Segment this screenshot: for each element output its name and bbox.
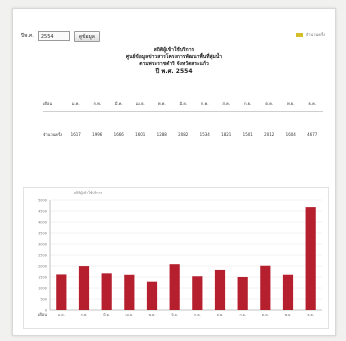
bar	[124, 274, 135, 310]
bar	[101, 273, 112, 310]
x-tick-label: พ.ย.	[285, 313, 292, 317]
table-header-cell: ธ.ค.	[301, 95, 323, 112]
table-cell: 1617	[70, 131, 81, 137]
y-tick-label: 4500	[38, 210, 47, 214]
y-tick-label: 2000	[38, 265, 47, 269]
bar	[214, 269, 226, 310]
table-header-cell: เม.ย.	[129, 95, 151, 112]
chart-caption: สถิติผู้เข้าใช้บริการ	[74, 191, 103, 195]
bar	[282, 274, 294, 310]
y-tick-label: 4000	[38, 221, 47, 225]
year-heading: ปี พ.ศ. 2554	[155, 68, 193, 75]
x-tick-label: ก.ย.	[239, 313, 245, 317]
x-tick-label: มิ.ย.	[171, 313, 178, 317]
x-tick-label: เม.ย.	[125, 313, 133, 317]
table-cell: 1534	[199, 131, 210, 137]
bar	[146, 281, 158, 310]
x-tick-label: มี.ค.	[103, 312, 110, 317]
table-header-cell: ม.ค.	[65, 95, 87, 112]
table-cell: 1601	[135, 131, 146, 137]
table-cell: 1821	[221, 131, 232, 137]
monthly-stats-table: เดือน ม.ค. ก.พ. มี.ค. เม.ย. พ.ค. มิ.ย. ก…	[43, 95, 323, 156]
y-tick-label: 500	[40, 298, 47, 302]
table-header-cell: พ.ย.	[280, 95, 302, 112]
table-header-cell: ต.ค.	[258, 95, 280, 112]
table-cell: 2012	[264, 131, 275, 137]
x-tick-label: ธ.ค.	[307, 313, 314, 317]
table-header-cell: ก.พ.	[86, 95, 108, 112]
bar	[192, 276, 203, 310]
x-tick-label: ต.ค.	[262, 313, 269, 317]
table-cell: 4677	[307, 131, 318, 137]
bar	[260, 265, 271, 310]
y-tick-label: 1000	[38, 287, 47, 291]
table-row: จำนวนครั้ง 1617 1996 1666 1601 1288 2082…	[43, 112, 323, 157]
bar	[56, 274, 67, 310]
table-cell: 2082	[178, 131, 189, 137]
table-header-cell: พ.ค.	[151, 95, 173, 112]
title-line-1: สถิติผู้เข้าใช้บริการ	[153, 47, 195, 53]
table-header-label: เดือน	[43, 95, 65, 112]
y-tick-label: 5000	[38, 199, 47, 203]
report-panel: ปีพ.ศ. 2554 ดูข้อมูล จำนวนครั้ง สถิติผู้…	[12, 8, 336, 336]
x-tick-label: ม.ค.	[58, 313, 65, 317]
x-tick-label: ก.พ.	[81, 313, 88, 317]
table-header-cell: ก.ย.	[237, 95, 259, 112]
year-select[interactable]: 2554	[37, 31, 70, 41]
y-tick-label: 2500	[38, 254, 47, 258]
table-header-row: เดือน ม.ค. ก.พ. มี.ค. เม.ย. พ.ค. มิ.ย. ก…	[43, 95, 323, 112]
report-title: สถิติผู้เข้าใช้บริการ ศูนย์ข้อมูลข่าวสาร…	[13, 47, 335, 76]
year-filter-label: ปีพ.ศ.	[21, 33, 34, 39]
title-line-3: ตามพระราชดำริ จังหวัดสระแก้ว	[139, 61, 209, 67]
table-cell: 1996	[92, 131, 103, 137]
table-cell: 1604	[285, 131, 296, 137]
x-axis-label: เดือน	[38, 312, 47, 317]
table-cell: 1501	[242, 131, 253, 137]
legend-swatch	[295, 32, 303, 37]
x-tick-label: ก.ค.	[194, 313, 201, 317]
year-filter: ปีพ.ศ. 2554 ดูข้อมูล	[21, 29, 100, 43]
x-tick-label: พ.ค.	[149, 313, 156, 317]
y-tick-label: 0	[45, 309, 47, 313]
y-tick-label: 3000	[38, 243, 47, 247]
legend-label: จำนวนครั้ง	[305, 32, 325, 37]
title-line-2: ศูนย์ข้อมูลข่าวสารโครงการพัฒนาพื้นที่ลุ่…	[125, 54, 223, 60]
table-cell: 1288	[156, 131, 167, 137]
x-tick-label: ส.ค.	[217, 313, 224, 317]
table-header-cell: มี.ค.	[108, 95, 130, 112]
bar	[237, 276, 248, 310]
bar-chart-svg: 0 500 1000 1500 2000 2500 3000 3500 4000 4500 5000…	[38, 199, 322, 317]
y-tick-label: 1500	[38, 276, 47, 280]
bar-chart: 0 500 1000 1500 2000 2500 3000 3500 4000 4500 5000…	[23, 187, 329, 329]
view-data-button[interactable]: ดูข้อมูล	[73, 30, 100, 42]
bar	[305, 207, 316, 310]
table-header-cell: มิ.ย.	[172, 95, 194, 112]
table-header-cell: ก.ค.	[194, 95, 216, 112]
table-cell: 1666	[113, 131, 124, 137]
table-row-label: จำนวนครั้ง	[43, 131, 63, 137]
bar	[78, 266, 90, 310]
chart-legend: จำนวนครั้ง	[295, 31, 325, 38]
table-header-cell: ส.ค.	[215, 95, 237, 112]
bar	[169, 264, 180, 310]
y-tick-label: 3500	[38, 232, 47, 236]
